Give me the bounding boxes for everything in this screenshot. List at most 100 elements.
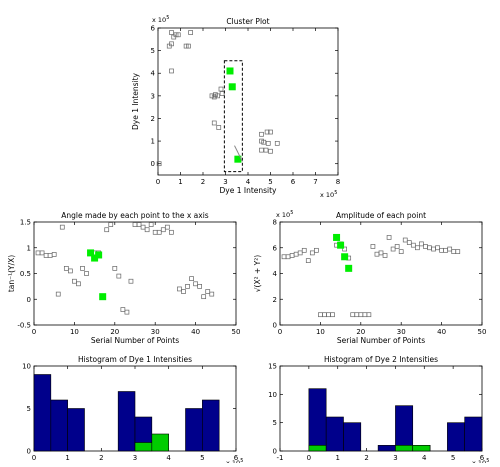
x-tick-label: 6	[234, 454, 239, 462]
x-exponent-label: x 105	[472, 458, 489, 463]
gray-marker	[76, 281, 81, 287]
x-tick-label: 10	[70, 328, 79, 336]
gray-marker	[370, 244, 376, 249]
gray-marker	[136, 222, 142, 227]
blue-bar	[343, 422, 362, 452]
x-tick-label: 3	[133, 454, 137, 462]
x-tick-label: 5	[451, 454, 455, 462]
x-exponent-label: x 105	[320, 190, 337, 199]
plot-frame	[279, 221, 483, 326]
gray-marker	[51, 252, 57, 257]
gray-marker	[140, 224, 146, 230]
gray-marker	[156, 229, 162, 235]
green-marker	[87, 249, 95, 257]
gray-marker	[309, 250, 315, 256]
gray-marker	[301, 247, 307, 253]
x-tick-label: 0	[278, 328, 282, 336]
blue-bar	[377, 445, 396, 452]
gray-marker	[205, 289, 211, 294]
gray-marker	[128, 278, 134, 284]
gray-marker	[219, 91, 225, 96]
y-tick-label: 5	[151, 47, 155, 55]
x-tick-label: 20	[356, 328, 365, 336]
plot-title: Amplitude of each point	[336, 211, 426, 220]
gray-marker	[314, 247, 319, 253]
x-tick-label: 7	[313, 178, 317, 186]
amplitude-plot-axes: 0 10 20 30 40 50 0 2 4 6 8 Amplitude of each point S…	[253, 210, 486, 345]
gray-marker	[274, 140, 280, 146]
gray-marker	[455, 249, 461, 254]
gray-marker	[410, 242, 416, 248]
blue-bar	[67, 408, 85, 452]
x-tick-label: 0	[156, 178, 160, 186]
gray-marker	[419, 241, 424, 247]
y-tick-label: 2	[151, 115, 155, 123]
gray-marker	[84, 271, 89, 276]
selection-box	[223, 60, 243, 173]
y-tick-label: 1	[151, 138, 155, 146]
gray-marker	[447, 246, 453, 252]
gray-marker	[169, 229, 174, 235]
gray-marker	[398, 249, 404, 254]
cluster-plot-axes: 0 1 2 3 4 5 6 7 8 0 1 2 3 4 5 6 Cluster Plot Dye 1 Intens…	[131, 15, 340, 199]
gray-marker	[116, 273, 122, 279]
x-tick-label: 2	[201, 178, 205, 186]
x-tick-label: 20	[110, 328, 119, 336]
x-tick-label: 0	[32, 328, 36, 336]
plot-title: Histogram of Dye 2 Intensities	[324, 355, 438, 364]
gray-marker	[342, 246, 347, 252]
y-tick-label: 5	[27, 405, 31, 413]
gray-marker	[189, 276, 194, 281]
gray-marker	[164, 224, 170, 230]
y-tick-label: 10	[22, 363, 31, 371]
y-tick-label: 3	[151, 92, 155, 100]
gray-marker	[390, 246, 396, 252]
x-tick-label: 8	[336, 178, 340, 186]
gray-marker	[406, 240, 412, 245]
x-exponent-power: 5	[486, 458, 489, 463]
y-tick-label: 0	[151, 160, 155, 168]
blue-bar	[117, 391, 136, 452]
gray-marker	[72, 278, 77, 284]
gray-marker	[218, 86, 224, 92]
y-tick-label: 0	[273, 322, 277, 330]
x-tick-label: 3	[223, 178, 227, 186]
gray-marker	[193, 281, 198, 287]
x-exponent-label: x 105	[226, 458, 243, 463]
gray-marker	[197, 284, 202, 289]
y-exponent-label: x 105	[152, 15, 169, 24]
plot-title: Cluster Plot	[226, 17, 269, 26]
green-bar	[151, 433, 169, 452]
gray-marker	[211, 120, 217, 126]
gray-marker	[124, 309, 130, 315]
y-tick-label: 10	[268, 391, 277, 399]
plot-frame	[157, 27, 339, 176]
x-tick-label: 1	[335, 454, 339, 462]
x-tick-label: -1	[277, 454, 284, 462]
gray-marker	[112, 266, 118, 271]
gray-marker	[211, 94, 217, 100]
y-tick-label: 1.5	[20, 219, 31, 227]
y-tick-label: 0	[273, 448, 277, 456]
y-tick-label: 4	[273, 270, 278, 278]
y-tick-label: 0.5	[20, 270, 31, 278]
gray-marker	[120, 307, 126, 312]
gray-marker	[175, 32, 181, 38]
blue-bar	[33, 374, 52, 452]
gray-marker	[156, 161, 162, 167]
x-exponent-power: 5	[334, 190, 337, 196]
y-tick-label: 0	[27, 296, 31, 304]
gray-marker	[80, 266, 85, 271]
gray-marker	[63, 266, 69, 271]
gray-marker	[330, 312, 335, 318]
x-tick-label: 1	[65, 454, 69, 462]
gray-marker	[39, 250, 45, 256]
y-tick-label: 2	[273, 296, 277, 304]
x-tick-label: 0	[32, 454, 36, 462]
gray-marker	[265, 140, 271, 146]
gray-marker	[268, 148, 273, 154]
blue-bar	[202, 399, 220, 452]
